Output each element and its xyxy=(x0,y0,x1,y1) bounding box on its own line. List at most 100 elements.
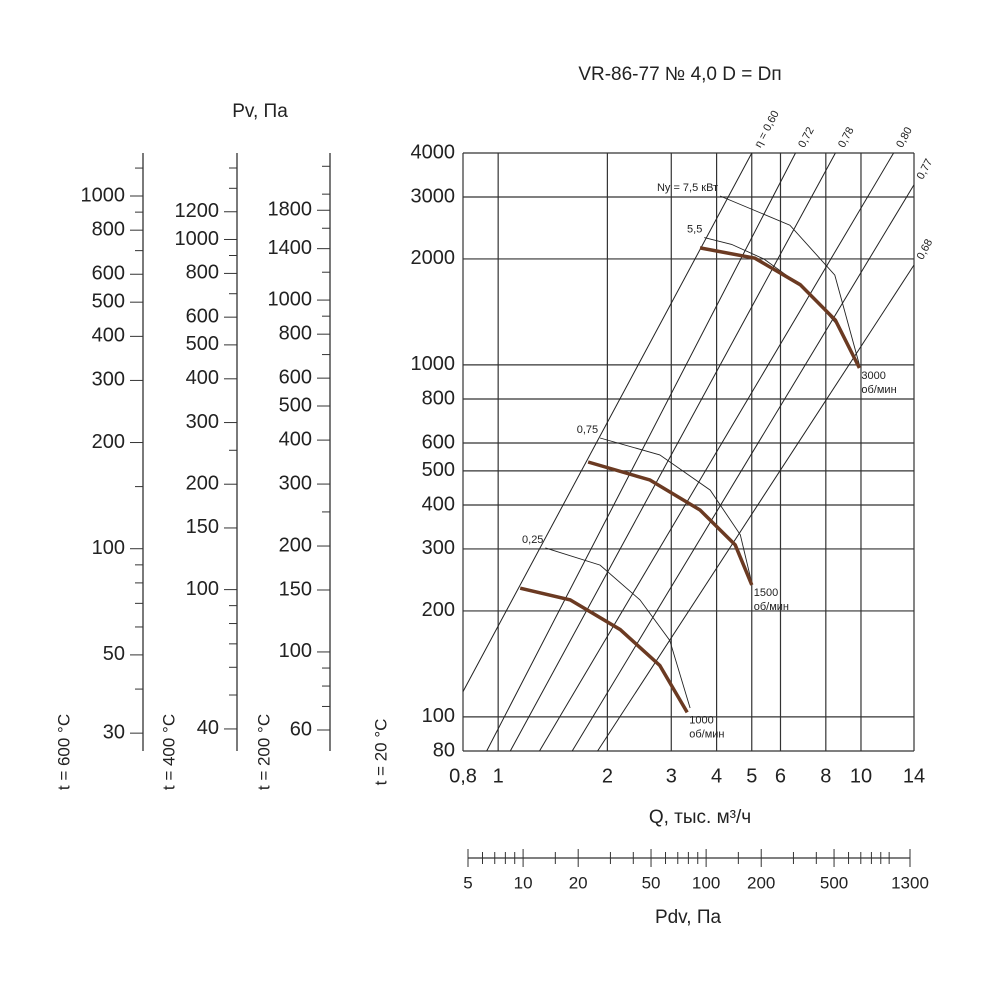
scale-label: t = 600 °C xyxy=(54,714,73,790)
efficiency-label: 0,72 xyxy=(796,125,817,150)
pdv-tick-label: 20 xyxy=(569,873,588,892)
power-label: 0,75 xyxy=(577,424,598,436)
y-tick-label: 3000 xyxy=(411,185,456,207)
x-tick-label: 5 xyxy=(746,765,757,787)
power-label: Nу = 7,5 кВт xyxy=(657,182,718,194)
scale-tick-label: 800 xyxy=(92,218,125,240)
scale-tick-label: 600 xyxy=(186,305,219,327)
efficiency-line xyxy=(597,264,915,752)
scale-tick-label: 400 xyxy=(279,428,312,450)
power-label: 0,25 xyxy=(522,534,543,546)
x-tick-label: 10 xyxy=(850,765,872,787)
scale-tick-label: 1800 xyxy=(268,199,313,221)
scale-tick-label: 800 xyxy=(279,322,312,344)
scale-tick-label: 1200 xyxy=(175,200,220,222)
scale-tick-label: 60 xyxy=(290,718,312,740)
efficiency-line xyxy=(539,152,895,752)
efficiency-label: 0,80 xyxy=(894,125,915,150)
scale-tick-label: 30 xyxy=(103,721,125,743)
scale-label: t = 400 °C xyxy=(159,714,178,790)
x-tick-label: 0,8 xyxy=(449,765,477,787)
efficiency-label: 0,68 xyxy=(915,237,936,262)
power-curve xyxy=(545,547,691,709)
efficiency-label: 0,78 xyxy=(836,125,857,150)
x-tick-label: 2 xyxy=(602,765,613,787)
scale-tick-label: 500 xyxy=(186,333,219,355)
scale-label: t = 200 °C xyxy=(254,714,273,790)
y-axis-title: Pv, Па xyxy=(232,101,288,122)
speed-label: 3000 xyxy=(861,370,885,382)
scale-label: t = 20 °C xyxy=(371,719,390,786)
x-tick-label: 8 xyxy=(820,765,831,787)
scale-tick-label: 1000 xyxy=(268,288,313,310)
scale-tick-label: 800 xyxy=(186,262,219,284)
scale-tick-label: 200 xyxy=(92,431,125,453)
scale-tick-label: 100 xyxy=(92,537,125,559)
scale-tick-label: 500 xyxy=(279,394,312,416)
scale-tick-label: 150 xyxy=(186,516,219,538)
y-tick-label: 4000 xyxy=(411,141,456,163)
speed-curve xyxy=(699,246,861,369)
pdv-tick-label: 500 xyxy=(820,873,848,892)
y-tick-label: 100 xyxy=(422,705,455,727)
scale-tick-label: 100 xyxy=(186,578,219,600)
scale-tick-label: 1000 xyxy=(175,228,220,250)
efficiency-line xyxy=(509,152,836,752)
pdv-tick-label: 100 xyxy=(692,873,720,892)
scale-tick-label: 400 xyxy=(92,325,125,347)
x-axis-title: Q, тыс. м³/ч xyxy=(649,807,751,828)
efficiency-label: 0,77 xyxy=(915,157,936,182)
scale-tick-label: 50 xyxy=(103,643,125,665)
scale-tick-label: 150 xyxy=(279,578,312,600)
efficiency-label: η = 0,60 xyxy=(752,109,781,150)
y-tick-label: 200 xyxy=(422,599,455,621)
scale-tick-label: 40 xyxy=(197,717,219,739)
scale-tick-label: 300 xyxy=(92,369,125,391)
x-tick-label: 4 xyxy=(711,765,722,787)
pdv-axis-title: Pdv, Па xyxy=(655,907,722,928)
x-tick-label: 3 xyxy=(666,765,677,787)
speed-label: об/мин xyxy=(754,601,789,613)
chart-title: VR-86-77 № 4,0 D = Dп xyxy=(578,64,781,85)
speed-label: об/мин xyxy=(689,728,724,740)
scale-tick-label: 300 xyxy=(279,472,312,494)
y-tick-label: 600 xyxy=(422,431,455,453)
scale-tick-label: 200 xyxy=(279,534,312,556)
pdv-tick-label: 200 xyxy=(747,873,775,892)
y-tick-label: 300 xyxy=(422,537,455,559)
efficiency-line xyxy=(462,152,753,692)
scale-tick-label: 600 xyxy=(92,263,125,285)
efficiency-line xyxy=(571,184,915,752)
x-tick-label: 1 xyxy=(493,765,504,787)
speed-label: об/мин xyxy=(861,384,896,396)
speed-label: 1500 xyxy=(754,587,778,599)
scale-tick-label: 200 xyxy=(186,472,219,494)
scale-tick-label: 300 xyxy=(186,411,219,433)
pdv-tick-label: 50 xyxy=(642,873,661,892)
pdv-tick-label: 5 xyxy=(463,873,472,892)
y-tick-label: 2000 xyxy=(411,247,456,269)
power-curve xyxy=(599,437,753,584)
scale-tick-label: 1000 xyxy=(81,184,126,206)
speed-curve xyxy=(519,586,689,714)
efficiency-line xyxy=(486,152,796,752)
scale-tick-label: 100 xyxy=(279,640,312,662)
y-tick-label: 800 xyxy=(422,387,455,409)
pdv-tick-label: 10 xyxy=(514,873,533,892)
scale-tick-label: 1400 xyxy=(268,237,313,259)
y-tick-label: 1000 xyxy=(411,353,456,375)
x-tick-label: 14 xyxy=(903,765,925,787)
scale-tick-label: 600 xyxy=(279,366,312,388)
x-tick-label: 6 xyxy=(775,765,786,787)
scale-tick-label: 400 xyxy=(186,367,219,389)
power-label: 5,5 xyxy=(687,223,702,235)
y-tick-label: 80 xyxy=(433,739,455,761)
power-curve xyxy=(719,195,860,366)
y-tick-label: 500 xyxy=(422,459,455,481)
y-tick-label: 400 xyxy=(422,493,455,515)
scale-tick-label: 500 xyxy=(92,290,125,312)
pdv-tick-label: 1300 xyxy=(891,873,929,892)
speed-label: 1000 xyxy=(689,714,713,726)
speed-curve xyxy=(587,460,754,586)
